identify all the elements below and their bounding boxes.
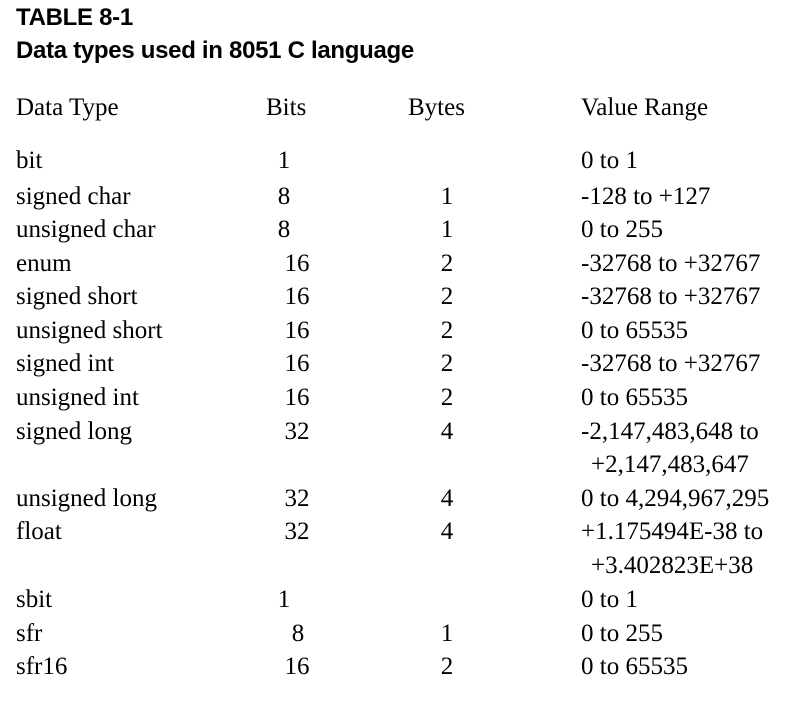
value-range-continuation: +3.402823E+38 (591, 552, 754, 579)
value-range-cell: -2,147,483,648 to (581, 418, 759, 445)
value-range-cell: 0 to 1 (581, 147, 638, 174)
bits-cell: 16 (284, 317, 310, 344)
header-bytes: Bytes (408, 94, 465, 121)
value-range-cell: 0 to 65535 (581, 384, 688, 411)
data-type-cell: enum (16, 250, 72, 277)
data-type-cell: sfr (16, 620, 43, 647)
bits-cell: 16 (284, 250, 310, 277)
bytes-cell: 2 (440, 317, 454, 344)
header-bits: Bits (266, 94, 307, 121)
value-range-cell: -32768 to +32767 (581, 250, 761, 277)
bits-cell: 32 (284, 418, 310, 445)
value-range-cell: 0 to 65535 (581, 653, 688, 680)
value-range-cell: 0 to 1 (581, 586, 638, 613)
value-range-continuation: +2,147,483,647 (591, 451, 749, 478)
data-type-cell: signed long (16, 418, 132, 445)
bits-cell: 1 (277, 586, 291, 613)
bytes-cell: 4 (440, 518, 454, 545)
data-type-cell: unsigned short (16, 317, 163, 344)
bytes-cell: 4 (440, 418, 454, 445)
bits-cell: 32 (284, 485, 310, 512)
bytes-cell: 2 (440, 653, 454, 680)
value-range-cell: 0 to 4,294,967,295 (581, 485, 770, 512)
table-number: TABLE 8-1 (16, 4, 133, 31)
bits-cell: 8 (277, 183, 291, 210)
data-type-cell: sbit (16, 586, 53, 613)
bits-cell: 16 (284, 653, 310, 680)
data-type-cell: unsigned int (16, 384, 139, 411)
data-type-cell: sfr16 (16, 653, 68, 680)
bits-cell: 16 (284, 384, 310, 411)
bytes-cell: 1 (440, 620, 454, 647)
bits-cell: 16 (284, 283, 310, 310)
bits-cell: 16 (284, 350, 310, 377)
value-range-cell: 0 to 255 (581, 216, 663, 243)
bytes-cell: 2 (440, 283, 454, 310)
bytes-cell: 1 (440, 183, 454, 210)
bytes-cell: 2 (440, 250, 454, 277)
data-type-cell: unsigned long (16, 485, 157, 512)
bytes-cell: 1 (440, 216, 454, 243)
table-title: Data types used in 8051 C language (16, 37, 414, 64)
value-range-cell: -128 to +127 (581, 183, 711, 210)
bytes-cell: 4 (440, 485, 454, 512)
data-type-cell: signed int (16, 350, 114, 377)
value-range-cell: 0 to 255 (581, 620, 663, 647)
bytes-cell: 2 (440, 350, 454, 377)
data-type-cell: signed short (16, 283, 138, 310)
bits-cell: 8 (277, 216, 291, 243)
bytes-cell: 2 (440, 384, 454, 411)
data-type-cell: signed char (16, 183, 131, 210)
bits-cell: 32 (284, 518, 310, 545)
value-range-cell: 0 to 65535 (581, 317, 688, 344)
header-data-type: Data Type (16, 94, 119, 121)
data-type-cell: float (16, 518, 62, 545)
value-range-cell: -32768 to +32767 (581, 350, 761, 377)
header-value-range: Value Range (581, 94, 709, 121)
data-type-cell: unsigned char (16, 216, 156, 243)
bits-cell: 8 (291, 620, 305, 647)
value-range-cell: -32768 to +32767 (581, 283, 761, 310)
bits-cell: 1 (277, 147, 291, 174)
value-range-cell: +1.175494E-38 to (581, 518, 764, 545)
data-type-cell: bit (16, 147, 43, 174)
